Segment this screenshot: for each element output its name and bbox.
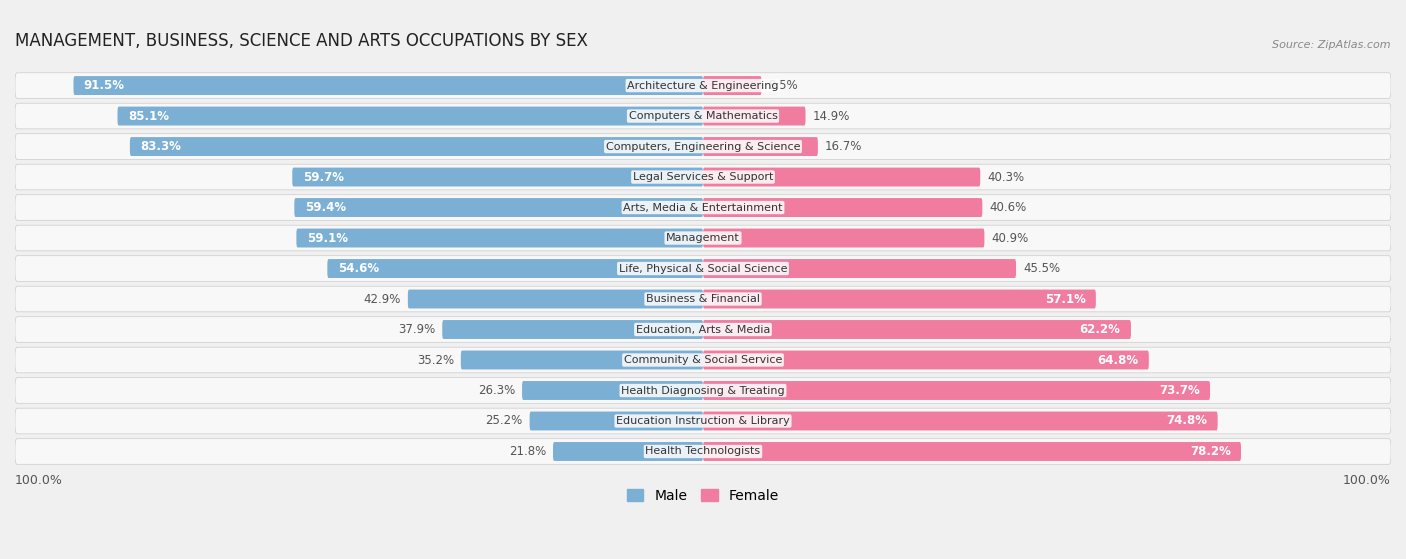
Text: 14.9%: 14.9%: [813, 110, 849, 122]
FancyBboxPatch shape: [15, 439, 1391, 465]
FancyBboxPatch shape: [15, 286, 1391, 312]
Text: 100.0%: 100.0%: [1343, 475, 1391, 487]
FancyBboxPatch shape: [297, 229, 703, 248]
FancyBboxPatch shape: [703, 198, 983, 217]
Text: Health Technologists: Health Technologists: [645, 447, 761, 457]
FancyBboxPatch shape: [73, 76, 703, 95]
Text: 78.2%: 78.2%: [1189, 445, 1230, 458]
FancyBboxPatch shape: [15, 255, 1391, 281]
Text: Community & Social Service: Community & Social Service: [624, 355, 782, 365]
FancyBboxPatch shape: [129, 137, 703, 156]
Legend: Male, Female: Male, Female: [621, 484, 785, 509]
FancyBboxPatch shape: [328, 259, 703, 278]
FancyBboxPatch shape: [703, 259, 1017, 278]
Text: Computers & Mathematics: Computers & Mathematics: [628, 111, 778, 121]
FancyBboxPatch shape: [15, 103, 1391, 129]
FancyBboxPatch shape: [703, 229, 984, 248]
Text: Arts, Media & Entertainment: Arts, Media & Entertainment: [623, 202, 783, 212]
Text: Computers, Engineering & Science: Computers, Engineering & Science: [606, 141, 800, 151]
Text: 85.1%: 85.1%: [128, 110, 169, 122]
FancyBboxPatch shape: [461, 350, 703, 369]
Text: Health Diagnosing & Treating: Health Diagnosing & Treating: [621, 386, 785, 396]
FancyBboxPatch shape: [443, 320, 703, 339]
FancyBboxPatch shape: [408, 290, 703, 309]
FancyBboxPatch shape: [15, 317, 1391, 342]
FancyBboxPatch shape: [703, 290, 1095, 309]
FancyBboxPatch shape: [703, 137, 818, 156]
FancyBboxPatch shape: [522, 381, 703, 400]
FancyBboxPatch shape: [703, 442, 1241, 461]
Text: 25.2%: 25.2%: [485, 414, 523, 428]
Text: 62.2%: 62.2%: [1080, 323, 1121, 336]
Text: 83.3%: 83.3%: [141, 140, 181, 153]
Text: 73.7%: 73.7%: [1159, 384, 1199, 397]
FancyBboxPatch shape: [703, 381, 1211, 400]
FancyBboxPatch shape: [703, 411, 1218, 430]
Text: 91.5%: 91.5%: [84, 79, 125, 92]
Text: 42.9%: 42.9%: [364, 292, 401, 306]
Text: 35.2%: 35.2%: [416, 353, 454, 367]
Text: 100.0%: 100.0%: [15, 475, 63, 487]
Text: 57.1%: 57.1%: [1045, 292, 1085, 306]
Text: Management: Management: [666, 233, 740, 243]
Text: Architecture & Engineering: Architecture & Engineering: [627, 80, 779, 91]
Text: 8.5%: 8.5%: [768, 79, 799, 92]
Text: 40.3%: 40.3%: [987, 170, 1024, 183]
Text: Business & Financial: Business & Financial: [645, 294, 761, 304]
Text: 74.8%: 74.8%: [1167, 414, 1208, 428]
Text: 59.1%: 59.1%: [307, 231, 347, 244]
Text: 40.6%: 40.6%: [990, 201, 1026, 214]
FancyBboxPatch shape: [15, 73, 1391, 98]
FancyBboxPatch shape: [15, 408, 1391, 434]
FancyBboxPatch shape: [703, 320, 1130, 339]
FancyBboxPatch shape: [703, 168, 980, 187]
Text: MANAGEMENT, BUSINESS, SCIENCE AND ARTS OCCUPATIONS BY SEX: MANAGEMENT, BUSINESS, SCIENCE AND ARTS O…: [15, 32, 588, 50]
Text: 16.7%: 16.7%: [825, 140, 862, 153]
FancyBboxPatch shape: [118, 107, 703, 126]
FancyBboxPatch shape: [553, 442, 703, 461]
Text: Legal Services & Support: Legal Services & Support: [633, 172, 773, 182]
FancyBboxPatch shape: [15, 225, 1391, 251]
Text: 59.7%: 59.7%: [302, 170, 343, 183]
FancyBboxPatch shape: [703, 107, 806, 126]
Text: 26.3%: 26.3%: [478, 384, 515, 397]
FancyBboxPatch shape: [703, 76, 762, 95]
Text: 21.8%: 21.8%: [509, 445, 546, 458]
Text: Source: ZipAtlas.com: Source: ZipAtlas.com: [1272, 40, 1391, 50]
Text: Education, Arts & Media: Education, Arts & Media: [636, 325, 770, 334]
FancyBboxPatch shape: [703, 350, 1149, 369]
FancyBboxPatch shape: [15, 195, 1391, 220]
FancyBboxPatch shape: [15, 347, 1391, 373]
Text: Life, Physical & Social Science: Life, Physical & Social Science: [619, 263, 787, 273]
Text: Education Instruction & Library: Education Instruction & Library: [616, 416, 790, 426]
Text: 37.9%: 37.9%: [398, 323, 436, 336]
FancyBboxPatch shape: [15, 134, 1391, 159]
Text: 40.9%: 40.9%: [991, 231, 1029, 244]
FancyBboxPatch shape: [15, 164, 1391, 190]
FancyBboxPatch shape: [15, 378, 1391, 403]
Text: 54.6%: 54.6%: [337, 262, 378, 275]
Text: 45.5%: 45.5%: [1024, 262, 1060, 275]
FancyBboxPatch shape: [294, 198, 703, 217]
FancyBboxPatch shape: [530, 411, 703, 430]
Text: 59.4%: 59.4%: [305, 201, 346, 214]
FancyBboxPatch shape: [292, 168, 703, 187]
Text: 64.8%: 64.8%: [1097, 353, 1139, 367]
